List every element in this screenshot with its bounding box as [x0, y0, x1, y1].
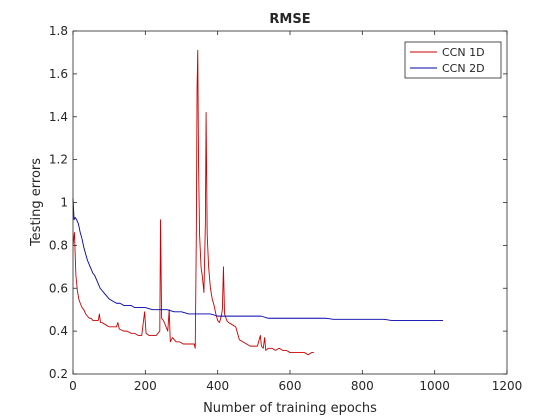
- y-tick-label: 1.6: [49, 67, 68, 81]
- series-line-ccn-2d: [72, 198, 443, 321]
- legend-label-ccn-1d: CCN 1D: [442, 46, 485, 59]
- y-tick-label: 1.2: [49, 153, 68, 167]
- y-tick-label: 0.2: [49, 367, 68, 381]
- legend: CCN 1D CCN 2D: [404, 41, 502, 79]
- tick-layer: 0 200 400 600 800 1000 1200 0.2 0.4 0.6 0.8 1 1.2 1.4…: [49, 24, 522, 393]
- y-tick-label: 0.4: [49, 324, 68, 338]
- series-line-ccn-1d: [72, 49, 314, 356]
- y-tick-label: 0.6: [49, 281, 68, 295]
- y-tick-label: 1.8: [49, 24, 68, 38]
- y-tick-label: 1: [60, 196, 68, 210]
- y-tick-label: 1.4: [49, 110, 68, 124]
- x-tick-label: 600: [279, 379, 302, 393]
- x-tick-label: 800: [351, 379, 374, 393]
- series-layer: [72, 49, 443, 356]
- x-tick-label: 1200: [492, 379, 523, 393]
- x-tick-label: 400: [206, 379, 229, 393]
- legend-box: [404, 41, 502, 79]
- x-tick-label: 200: [134, 379, 157, 393]
- chart-title: RMSE: [269, 12, 310, 27]
- x-tick-label: 1000: [419, 379, 450, 393]
- x-tick-label: 0: [69, 379, 77, 393]
- y-axis-label: Testing errors: [29, 158, 44, 247]
- plot-area: [73, 31, 507, 374]
- y-tick-label: 0.8: [49, 238, 68, 252]
- x-axis-label: Number of training epochs: [203, 401, 377, 416]
- legend-label-ccn-2d: CCN 2D: [442, 62, 485, 75]
